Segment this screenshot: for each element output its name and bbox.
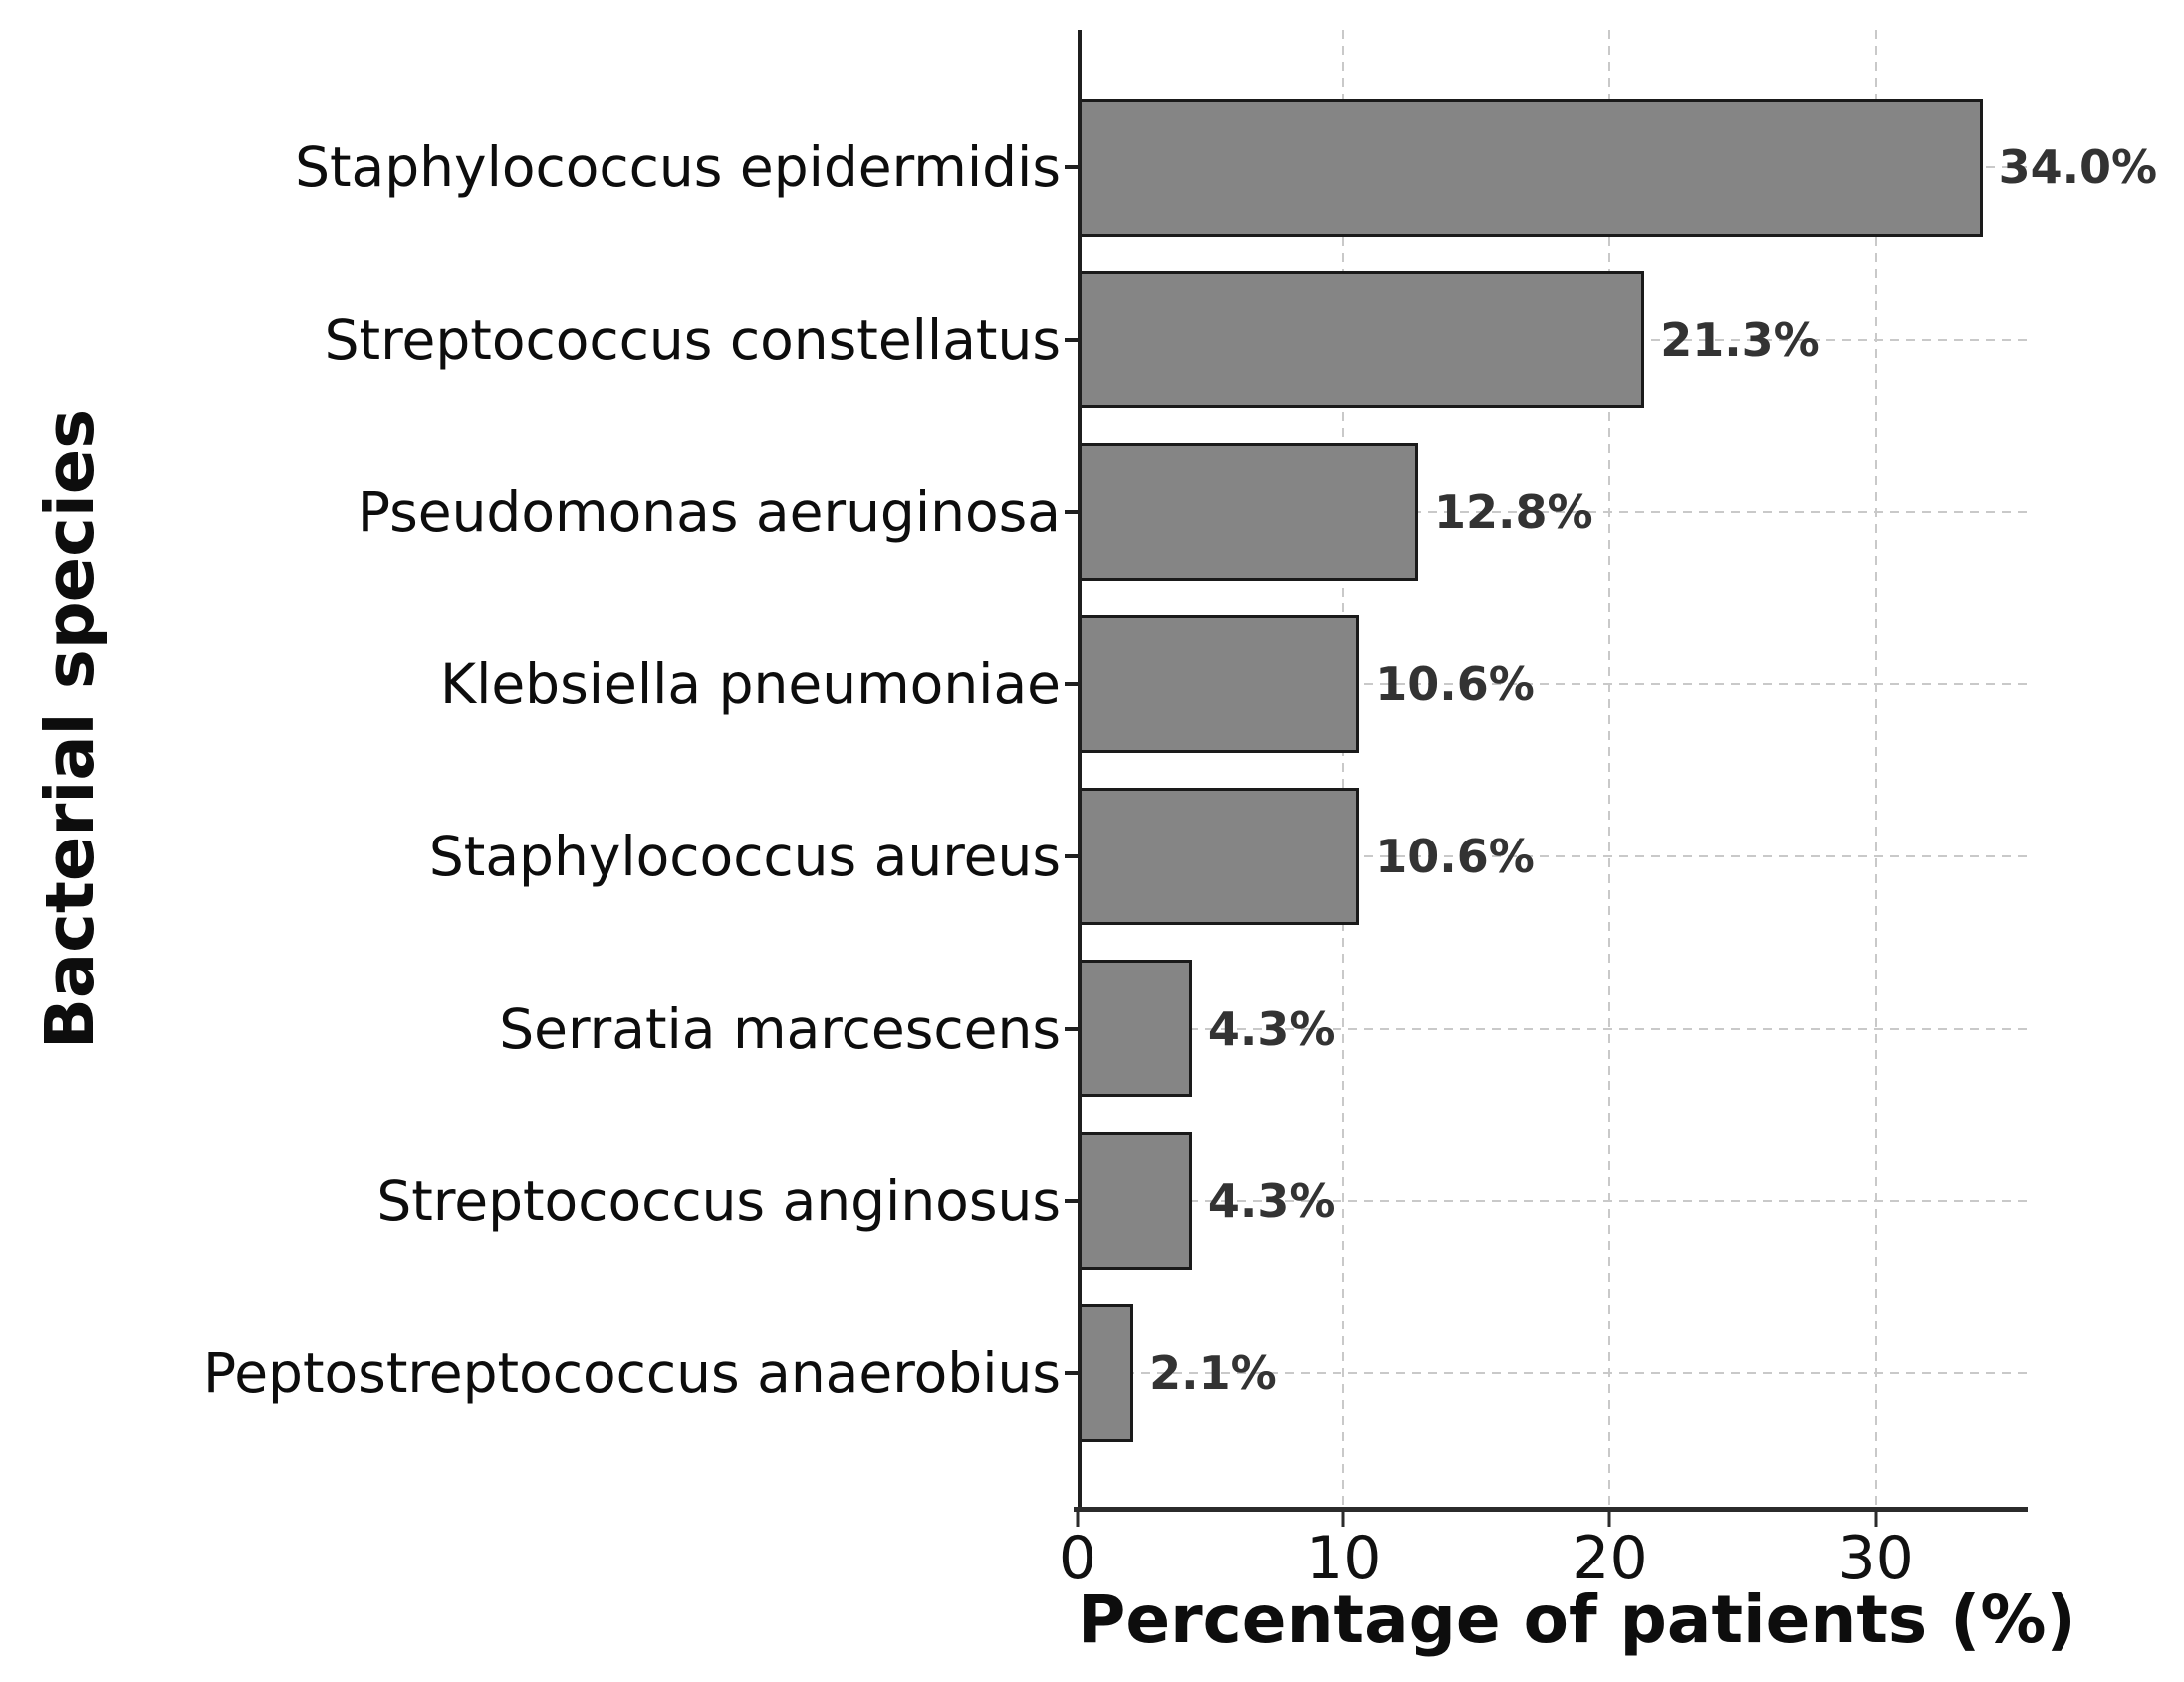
category-label: Streptococcus anginosus (376, 1168, 1061, 1233)
x-tick-label-0: 0 (1058, 1524, 1097, 1593)
horizontal-gridline (1078, 1199, 2028, 1202)
x-tick-label-30: 30 (1837, 1524, 1914, 1593)
category-label: Staphylococcus epidermidis (295, 135, 1061, 200)
y-tick-mark (1065, 1198, 1078, 1203)
y-tick-mark (1065, 338, 1078, 343)
category-label: Peptostreptococcus anaerobius (203, 1340, 1061, 1405)
x-tick-label-10: 10 (1306, 1524, 1382, 1593)
horizontal-gridline (1078, 683, 2028, 686)
y-tick-mark (1065, 682, 1078, 687)
bar-staphylococcus-aureus (1078, 787, 1360, 926)
category-label: Streptococcus constellatus (324, 308, 1061, 372)
horizontal-gridline (1078, 511, 2028, 514)
horizontal-gridline (1078, 1371, 2028, 1374)
y-axis-spine (1078, 30, 1082, 1507)
category-label: Klebsiella pneumoniae (440, 652, 1061, 717)
x-tick-mark-30 (1874, 1512, 1878, 1527)
bar-staphylococcus-epidermidis (1078, 99, 1983, 237)
y-tick-mark (1065, 510, 1078, 515)
value-label: 34.0% (1998, 140, 2158, 195)
x-tick-label-20: 20 (1572, 1524, 1648, 1593)
plot-area: 0 10 20 30 Staphylococcus epidermidis 34.0% St… (203, 30, 2157, 1588)
value-label: 21.3% (1660, 313, 1820, 367)
horizontal-gridline (1078, 1027, 2028, 1030)
x-axis-title: Percentage of patients (%) (1078, 1581, 2076, 1658)
value-label: 4.3% (1207, 1173, 1335, 1228)
y-tick-mark (1065, 1370, 1078, 1375)
bar-peptostreptococcus-anaerobius (1078, 1304, 1134, 1442)
y-tick-mark (1065, 1026, 1078, 1031)
bar-pseudomonas-aeruginosa (1078, 443, 1419, 582)
bar-klebsiella-pneumoniae (1078, 614, 1360, 754)
vertical-gridline-30 (1874, 30, 1877, 1507)
category-label: Pseudomonas aeruginosa (357, 480, 1061, 545)
x-axis-line (1074, 1507, 2028, 1512)
value-label: 10.6% (1375, 829, 1535, 883)
bar-streptococcus-constellatus (1078, 271, 1645, 409)
y-tick-mark (1065, 165, 1078, 170)
x-tick-mark-10 (1341, 1512, 1345, 1527)
vertical-gridline-10 (1342, 30, 1345, 1507)
vertical-gridline-20 (1608, 30, 1611, 1507)
value-label: 4.3% (1207, 1001, 1335, 1056)
x-tick-mark-20 (1607, 1512, 1611, 1527)
bar-serratia-marcescens (1078, 959, 1192, 1097)
horizontal-gridline (1078, 854, 2028, 857)
value-label: 10.6% (1375, 657, 1535, 712)
value-label: 12.8% (1434, 485, 1593, 540)
bar-streptococcus-anginosus (1078, 1131, 1192, 1270)
category-label: Staphylococcus aureus (428, 824, 1061, 888)
category-label: Serratia marcescens (499, 996, 1061, 1061)
x-tick-mark-0 (1076, 1512, 1080, 1527)
y-tick-mark (1065, 853, 1078, 858)
value-label: 2.1% (1149, 1345, 1277, 1400)
